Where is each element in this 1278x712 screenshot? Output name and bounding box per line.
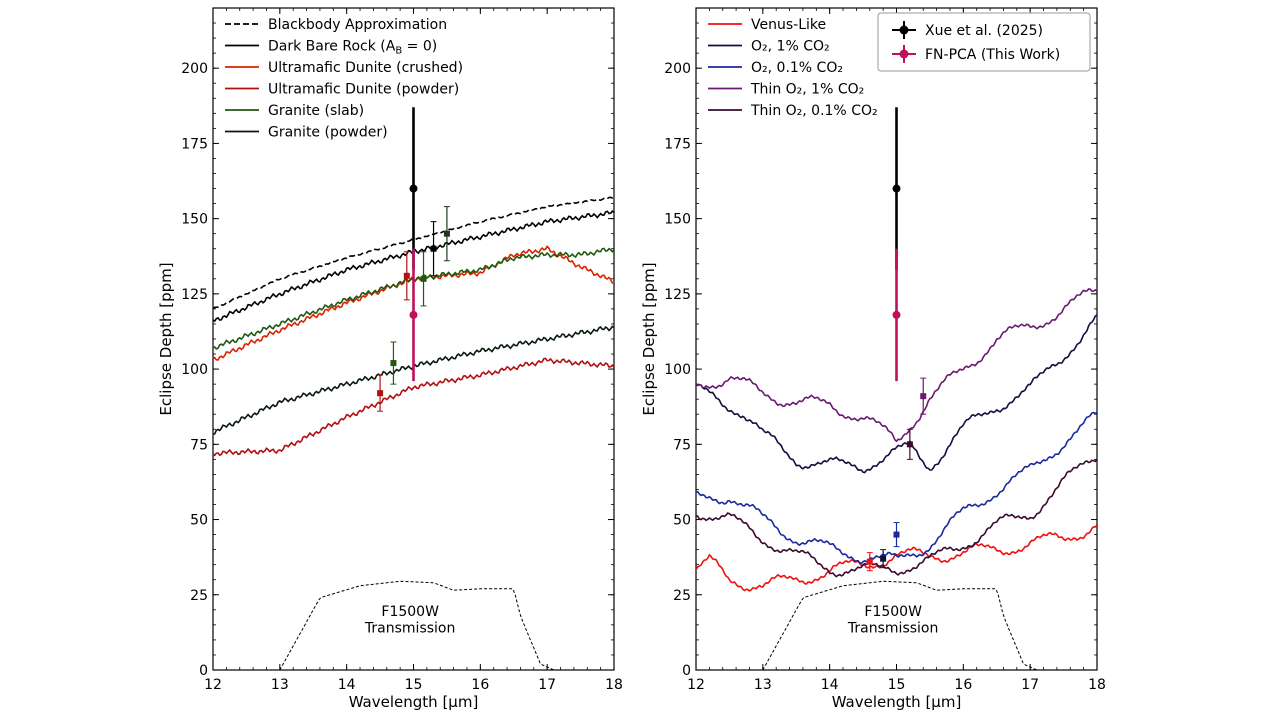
series-line (696, 288, 1097, 443)
data-point-square (390, 360, 397, 367)
legend-label: Venus-Like (751, 17, 826, 33)
y-tick-label: 100 (181, 362, 208, 378)
data-point-square (920, 393, 927, 400)
left-panel: 12 13 14 15 16 17 18 0 25 50 75 100 125 150 175 200 Wave… (157, 7, 623, 711)
y-tick-label: 175 (664, 136, 691, 152)
data-point-circle (892, 184, 901, 193)
legend-label: Thin O₂, 1% CO₂ (750, 82, 864, 98)
y-axis-label: Eclipse Depth [ppm] (640, 262, 658, 415)
x-tick-label: 14 (821, 677, 839, 693)
x-tick-label: 12 (204, 677, 222, 693)
filter-label: F1500W (864, 604, 922, 620)
x-axis-label: Wavelength [μm] (349, 693, 479, 711)
dataset-legend: Xue et al. (2025) FN-PCA (This Work) (877, 12, 1091, 72)
y-tick-label: 150 (181, 212, 208, 228)
data-point-square (430, 245, 437, 252)
x-tick-label: 14 (338, 677, 356, 693)
legend-label: Ultramafic Dunite (crushed) (268, 60, 463, 76)
data-point-circle (409, 184, 418, 193)
y-tick-label: 150 (664, 212, 691, 228)
y-tick-label: 75 (673, 437, 691, 453)
series-line (696, 314, 1097, 474)
filter-transmission-curve (762, 580, 1038, 670)
y-tick-label: 50 (190, 513, 208, 529)
data-point-square (403, 272, 410, 279)
y-tick-label: 200 (664, 61, 691, 77)
x-tick-label: 17 (538, 677, 556, 693)
legend-label: Granite (powder) (268, 125, 388, 141)
filter-label-transmission: Transmission (847, 620, 938, 636)
y-tick-label: 50 (673, 513, 691, 529)
y-tick-label: 25 (190, 588, 208, 604)
y-tick-label: 125 (181, 287, 208, 303)
data-point-square (420, 275, 427, 282)
y-tick-label: 175 (181, 136, 208, 152)
data-point-square (866, 558, 873, 565)
legend-subscript: B (395, 46, 402, 57)
dataset-legend-marker (899, 49, 909, 59)
x-tick-label: 15 (888, 677, 906, 693)
series-line (213, 196, 614, 310)
data-point-square (880, 555, 887, 562)
x-tick-label: 16 (954, 677, 972, 693)
legend-label-tail: = 0) (402, 39, 437, 55)
series-line (696, 524, 1097, 592)
x-tick-label: 12 (687, 677, 705, 693)
legend-label: O₂, 0.1% CO₂ (751, 60, 843, 76)
dataset-legend-label: Xue et al. (2025) (925, 23, 1043, 39)
data-point-circle (892, 310, 901, 319)
x-axis-label: Wavelength [μm] (832, 693, 962, 711)
x-tick-label: 17 (1021, 677, 1039, 693)
y-axis-label: Eclipse Depth [ppm] (157, 262, 175, 415)
legend-label: Granite (slab) (268, 103, 364, 119)
data-point-square (893, 531, 900, 538)
legend-label: O₂, 1% CO₂ (751, 39, 830, 55)
legend-label: Dark Bare Rock (AB = 0) (268, 39, 437, 57)
series-legend: Blackbody Approximation Dark Bare Rock (A… (225, 17, 463, 141)
x-tick-label: 13 (754, 677, 772, 693)
x-tick-label: 18 (1088, 677, 1106, 693)
data-point-square (906, 441, 913, 448)
y-tick-label: 0 (199, 663, 208, 679)
y-tick-label: 0 (682, 663, 691, 679)
filter-label-transmission: Transmission (364, 620, 455, 636)
dataset-legend-label: FN-PCA (This Work) (925, 47, 1060, 63)
y-tick-label: 75 (190, 437, 208, 453)
legend-label: Blackbody Approximation (268, 17, 447, 33)
x-tick-label: 13 (271, 677, 289, 693)
series-line (696, 458, 1097, 578)
dataset-legend-marker (899, 25, 909, 35)
filter-label: F1500W (381, 604, 439, 620)
series-line (213, 357, 614, 457)
y-tick-label: 125 (664, 287, 691, 303)
y-tick-label: 25 (673, 588, 691, 604)
x-tick-label: 18 (605, 677, 623, 693)
series-legend: Venus-Like O₂, 1% CO₂ O₂, 0.1% CO₂ Thin O₂,… (708, 17, 878, 119)
x-tick-label: 16 (471, 677, 489, 693)
filter-transmission-curve (279, 580, 555, 670)
y-tick-label: 200 (181, 61, 208, 77)
dataset-legend-box (877, 12, 1091, 72)
x-tick-label: 15 (405, 677, 423, 693)
plot-area (696, 288, 1097, 670)
y-tick-label: 100 (664, 362, 691, 378)
data-point-square (377, 390, 384, 397)
right-panel: 12 13 14 15 16 17 18 0 25 50 75 100 125 150 175 200 Wave… (640, 7, 1106, 711)
legend-label: Ultramafic Dunite (powder) (268, 82, 459, 98)
data-point-square (443, 230, 450, 237)
legend-label: Thin O₂, 0.1% CO₂ (750, 103, 878, 119)
data-point-circle (409, 310, 418, 319)
series-line (696, 411, 1097, 565)
